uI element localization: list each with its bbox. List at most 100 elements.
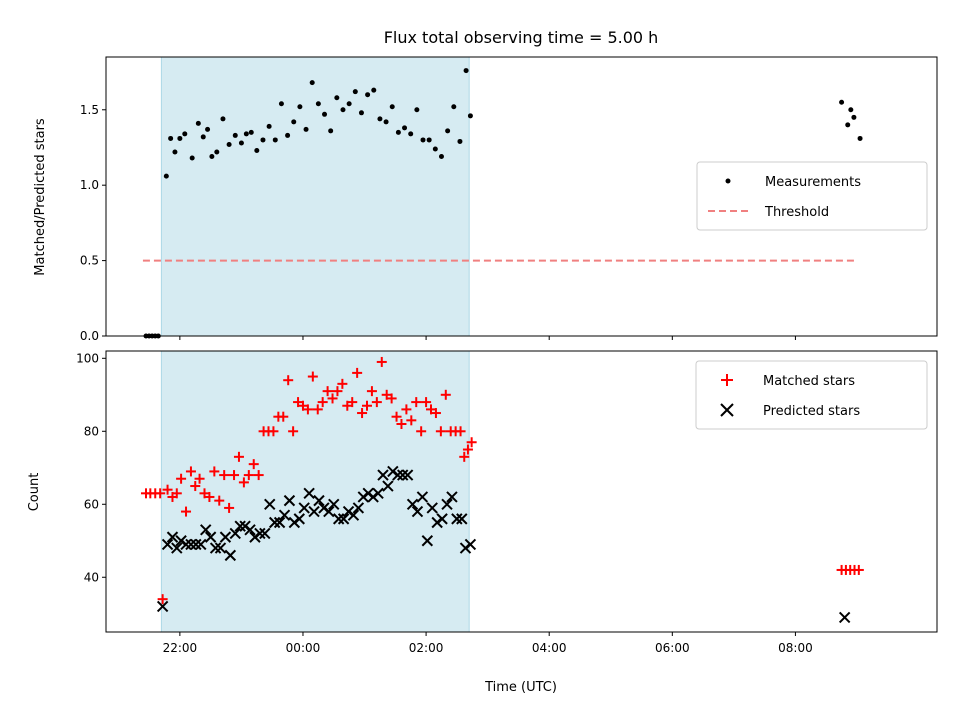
measurement-point: [845, 122, 851, 128]
measurement-point: [438, 154, 444, 160]
matched-star-point: [361, 400, 372, 411]
matched-star-point: [268, 426, 279, 437]
matched-star-point: [155, 488, 166, 499]
bottom-y-tick-label: 40: [84, 570, 99, 584]
predicted-star-point: [303, 487, 315, 500]
predicted-star-point: [259, 527, 271, 540]
predicted-star-point: [372, 487, 384, 500]
predicted-star-point: [161, 538, 174, 551]
measurement-point: [238, 140, 244, 146]
measurement-point: [340, 107, 346, 113]
measurement-point: [358, 110, 364, 116]
measurement-point: [260, 137, 266, 143]
top-panel: 0.0 0.5 1.0 1.5 Matched/Predicted stars Mea…: [33, 56, 938, 343]
measurement-point: [214, 149, 220, 155]
measurement-point: [365, 92, 371, 98]
measurement-point: [272, 137, 278, 143]
measurement-point: [851, 114, 857, 120]
predicted-star-point: [421, 535, 434, 547]
matched-star-point: [466, 437, 477, 448]
predicted-star-point: [166, 531, 179, 543]
measurement-point: [254, 148, 260, 154]
predicted-star-point: [337, 513, 350, 525]
matched-star-point: [853, 564, 864, 575]
matched-star-point: [337, 378, 348, 389]
measurement-point: [328, 128, 334, 134]
measurement-point: [457, 138, 463, 144]
matched-star-point: [181, 506, 192, 517]
matched-star-point: [332, 386, 343, 397]
predicted-star-point: [406, 498, 419, 510]
matched-star-point: [459, 451, 470, 462]
matched-star-point: [278, 411, 289, 422]
matched-star-point: [209, 466, 220, 477]
predicted-star-point: [244, 524, 256, 536]
legend-matched-label: Matched stars: [763, 374, 855, 389]
predicted-star-point: [382, 480, 394, 492]
matched-star-point: [357, 408, 368, 419]
measurement-point: [451, 104, 457, 110]
predicted-star-point: [323, 505, 335, 518]
predicted-star-point: [377, 469, 389, 481]
predicted-star-point: [328, 498, 340, 510]
measurement-point: [309, 80, 315, 86]
predicted-star-point: [456, 513, 468, 525]
predicted-star-point: [209, 542, 222, 554]
predicted-star-point: [308, 505, 320, 518]
predicted-star-point: [347, 509, 360, 521]
measurement-point: [839, 99, 845, 105]
predicted-star-point: [396, 469, 409, 481]
measurement-point: [389, 104, 395, 110]
measurement-point: [189, 155, 195, 161]
bottom-y-tick-label: 60: [84, 497, 99, 511]
predicted-star-point: [392, 469, 404, 481]
x-tick-label: 04:00: [532, 641, 567, 655]
matched-star-point: [185, 466, 196, 477]
predicted-star-point: [190, 538, 202, 551]
matched-star-point: [302, 404, 313, 415]
measurement-point: [266, 123, 272, 129]
matched-star-point: [411, 397, 422, 408]
legend-threshold-label: Threshold: [764, 205, 829, 220]
predicted-star-point: [180, 538, 192, 551]
matched-star-point: [401, 404, 412, 415]
measurement-point: [426, 137, 432, 143]
measurement-point: [172, 149, 178, 155]
matched-star-point: [204, 491, 215, 502]
predicted-star-point: [195, 538, 207, 551]
measurement-point: [243, 131, 249, 137]
predicted-star-point: [264, 498, 276, 510]
bottom-panel-frame: [105, 350, 938, 633]
measurement-point: [420, 137, 426, 143]
measurement-point: [467, 113, 473, 119]
measurement-point: [334, 95, 340, 101]
matched-star-point: [283, 375, 294, 386]
measurement-point: [402, 125, 408, 131]
matched-star-point: [233, 451, 244, 462]
matched-star-point: [288, 426, 299, 437]
top-y-axis-label: Matched/Predicted stars: [33, 118, 48, 276]
predicted-star-point: [293, 513, 305, 525]
predicted-star-point: [219, 531, 232, 543]
measurement-point: [303, 126, 309, 132]
predicted-star-point: [332, 513, 345, 525]
matched-star-point: [317, 397, 328, 408]
predicted-star-point: [268, 516, 281, 529]
matched-star-point: [416, 426, 427, 437]
measurement-point: [371, 87, 377, 93]
predicted-star-point: [283, 494, 296, 507]
x-tick-label: 02:00: [409, 641, 444, 655]
predicted-star-point: [464, 538, 477, 551]
predicted-star-point: [254, 527, 266, 540]
measurement-point: [226, 141, 232, 147]
measurement-point: [205, 126, 211, 132]
chart-title: Flux total observing time = 5.00 h: [384, 28, 659, 47]
measurement-point: [352, 89, 358, 95]
measurement-point: [445, 128, 451, 134]
predicted-star-point: [200, 524, 212, 536]
legend-predicted-marker: [720, 403, 734, 417]
top-y-tick-label: 0.5: [80, 254, 99, 268]
matched-star-point: [219, 470, 230, 481]
predicted-star-point: [426, 502, 438, 514]
matched-star-point: [190, 481, 201, 492]
